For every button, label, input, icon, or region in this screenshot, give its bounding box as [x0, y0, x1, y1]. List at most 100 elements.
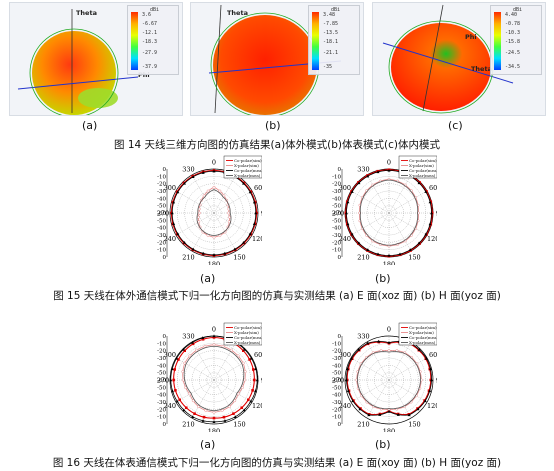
legend-entry: Co-polar(sim)	[409, 158, 437, 163]
legend-tick: -15.8	[505, 39, 521, 45]
data-point	[202, 415, 206, 419]
grid-spoke	[191, 341, 215, 381]
data-point	[366, 248, 370, 252]
theta-label-c: Theta	[471, 65, 492, 73]
radial-tick-label: -10	[157, 341, 166, 347]
data-point	[346, 389, 350, 393]
angle-tick-label: 270	[332, 210, 344, 218]
data-point	[350, 232, 354, 236]
data-point	[229, 348, 233, 352]
radial-tick-label: -30	[157, 400, 166, 406]
angle-tick-label: 150	[408, 254, 420, 262]
data-point	[424, 356, 428, 360]
angle-tick-label: 180	[208, 261, 220, 266]
angle-tick-label: 240	[339, 235, 351, 243]
data-point	[243, 378, 247, 382]
legend-tick: -27.9	[142, 50, 158, 56]
data-point	[358, 407, 362, 411]
chart-legend	[223, 155, 262, 179]
grid-circle	[381, 205, 397, 221]
angle-tick-label: 150	[233, 421, 245, 429]
subfig-label: (a)	[200, 272, 216, 285]
angle-tick-label: 60	[429, 184, 437, 192]
data-point	[223, 419, 227, 422]
data-point	[344, 378, 348, 382]
radial-tick-label: -10	[157, 174, 166, 180]
data-point	[173, 368, 176, 371]
data-point	[191, 415, 195, 419]
data-point	[233, 415, 237, 419]
legend-tick: -35	[323, 64, 333, 70]
subfig-label: (c)	[448, 119, 463, 132]
angle-tick-label: 300	[339, 184, 351, 192]
data-point	[220, 409, 224, 412]
data-point	[350, 190, 354, 193]
grid-spoke	[388, 212, 428, 236]
grid-spoke	[350, 379, 390, 403]
legend-tick: -12.1	[142, 30, 158, 36]
legend-entry: Co-polar(sim)	[409, 325, 437, 330]
data-point	[242, 240, 246, 244]
legend-unit-c: dBi	[513, 7, 523, 13]
angle-tick-label: 0	[212, 326, 216, 334]
data-point	[206, 189, 210, 193]
angle-tick-label: 120	[427, 235, 437, 243]
angle-tick-label: 270	[157, 377, 169, 385]
data-point	[212, 410, 216, 414]
radial-tick-label: -50	[157, 385, 166, 391]
data-point	[191, 175, 195, 179]
data-point	[182, 181, 186, 185]
angle-tick-label: 0	[387, 326, 391, 334]
data-point	[378, 413, 382, 416]
radial-tick-label: -20	[332, 407, 341, 413]
data-point	[248, 190, 252, 194]
legend-tick: -18.3	[142, 39, 158, 45]
data-point	[171, 389, 175, 393]
radial-tick-label: -40	[332, 363, 341, 369]
data-point	[183, 349, 187, 353]
polar-chart-16a: 03060901201501802102402703003300-10-20-3…	[157, 322, 262, 432]
data-point	[242, 181, 246, 185]
data-point	[387, 341, 391, 344]
angle-tick-label: 300	[164, 351, 176, 359]
grid-spoke	[350, 212, 390, 236]
data-point	[191, 342, 195, 346]
legend-tick: -34.5	[505, 64, 521, 70]
data-point	[197, 211, 201, 215]
data-point	[197, 405, 201, 409]
radial-tick-label: -60	[332, 211, 341, 217]
data-point	[190, 340, 194, 344]
data-point	[252, 368, 255, 371]
radial-tick-label: -30	[332, 356, 341, 362]
legend-unit-a: dBi	[150, 7, 160, 13]
data-point	[174, 389, 177, 392]
data-point	[212, 343, 216, 347]
3d-pattern-a: Theta Phi dBi 3.6 -6.67 -12.1 -18.3 -27.…	[9, 2, 183, 116]
data-point	[212, 253, 216, 256]
angle-tick-label: 300	[164, 184, 176, 192]
data-point	[203, 344, 207, 348]
radial-tick-label: -10	[332, 415, 341, 421]
outer-circle	[344, 335, 434, 425]
legend-entry: X-polar(sim)	[234, 163, 259, 168]
data-point	[367, 413, 371, 417]
data-point	[396, 413, 400, 416]
data-point	[193, 412, 196, 415]
data-point	[254, 211, 258, 215]
phi-label-a: Phi	[138, 71, 150, 79]
data-point	[212, 185, 216, 189]
data-point	[376, 170, 380, 174]
data-point	[240, 406, 244, 410]
grid-spoke	[366, 341, 390, 381]
legend-tick: -21.1	[323, 50, 339, 56]
angle-tick-label: 90	[436, 210, 437, 218]
angle-tick-label: 90	[261, 377, 262, 385]
legend-tick: 4.40	[505, 12, 518, 18]
radial-tick-label: -10	[157, 248, 166, 254]
legend-entry: Co-polar(mea)	[409, 335, 437, 340]
angle-tick-label: 210	[182, 421, 194, 429]
legend-entry: Co-polar(mea)	[234, 335, 262, 340]
legend-entry: Co-polar(sim)	[234, 158, 262, 163]
legend-unit-b: dBi	[331, 7, 341, 13]
3d-pattern-c: Phi Theta dBi 4.40 -0.78 -10.3 -15.8 -24…	[372, 2, 546, 116]
